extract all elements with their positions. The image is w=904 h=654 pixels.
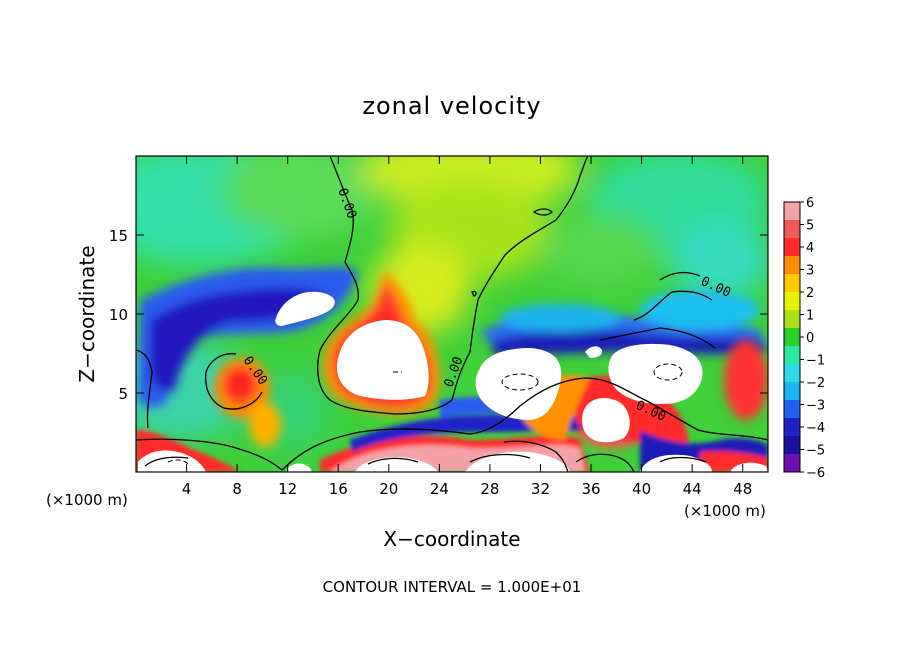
colorbar-segment — [784, 346, 800, 365]
colorbar-segment — [784, 436, 800, 455]
heatmap-field — [136, 156, 768, 472]
contour-dashed-lines — [167, 363, 683, 467]
colorbar-segment — [784, 202, 800, 221]
colorbar-segment — [784, 274, 800, 293]
colorbar-segment — [784, 418, 800, 437]
x-tick-label: 44 — [683, 480, 702, 498]
x-tick-label: 24 — [430, 480, 449, 498]
colorbar-segment — [784, 292, 800, 311]
x-tick-label: 8 — [232, 480, 242, 498]
x-axis-ticks: 4 8 12 16 20 24 28 32 36 40 44 48 — [182, 156, 752, 498]
x-tick-label: 12 — [278, 480, 297, 498]
x-tick-label: 4 — [182, 480, 192, 498]
x-tick-label: 32 — [531, 480, 550, 498]
colorbar-label: 3 — [806, 264, 814, 279]
chart-title: zonal velocity — [362, 92, 541, 120]
x-tick-label: 20 — [379, 480, 398, 498]
colorbar-segment — [784, 238, 800, 257]
colorbar: 6 5 4 3 2 1 0 −1 −2 −3 −4 −5 −6 — [783, 196, 825, 481]
x-axis-label: X−coordinate — [383, 527, 520, 551]
y-tick-label: 15 — [109, 227, 128, 245]
colorbar-segment — [784, 310, 800, 329]
colorbar-label: 1 — [806, 309, 814, 324]
x-unit-left: (×1000 m) — [46, 491, 128, 509]
x-tick-label: 40 — [632, 480, 651, 498]
contour-interval-note: CONTOUR INTERVAL = 1.000E+01 — [323, 578, 582, 596]
x-tick-label: 28 — [480, 480, 499, 498]
colorbar-label: 0 — [806, 331, 814, 346]
x-tick-label: 48 — [733, 480, 752, 498]
colorbar-label: 5 — [806, 219, 814, 234]
x-tick-label: 16 — [329, 480, 348, 498]
x-unit-right: (×1000 m) — [684, 502, 766, 520]
y-tick-label: 5 — [118, 385, 128, 403]
colorbar-segment — [784, 364, 800, 383]
colorbar-label: −3 — [806, 399, 825, 414]
colorbar-label: 4 — [806, 241, 814, 256]
colorbar-label: −6 — [806, 466, 825, 481]
colorbar-label: 6 — [806, 196, 814, 211]
colorbar-label: −2 — [806, 376, 825, 391]
y-tick-label: 10 — [109, 306, 128, 324]
colorbar-label: −5 — [806, 444, 825, 459]
colorbar-segment — [784, 400, 800, 419]
y-axis-ticks: 5 10 15 — [109, 227, 768, 403]
saturated-regions — [138, 291, 768, 472]
colorbar-segment — [784, 220, 800, 239]
colorbar-label: −4 — [806, 421, 825, 436]
colorbar-segment — [784, 256, 800, 275]
colorbar-segment — [784, 328, 800, 347]
colorbar-segment — [784, 454, 800, 473]
colorbar-segment — [784, 382, 800, 401]
colorbar-label: −1 — [806, 354, 825, 369]
colorbar-label: 2 — [806, 286, 814, 301]
x-tick-label: 36 — [581, 480, 600, 498]
y-axis-label: Z−coordinate — [75, 245, 99, 382]
contour-lines — [136, 156, 768, 472]
